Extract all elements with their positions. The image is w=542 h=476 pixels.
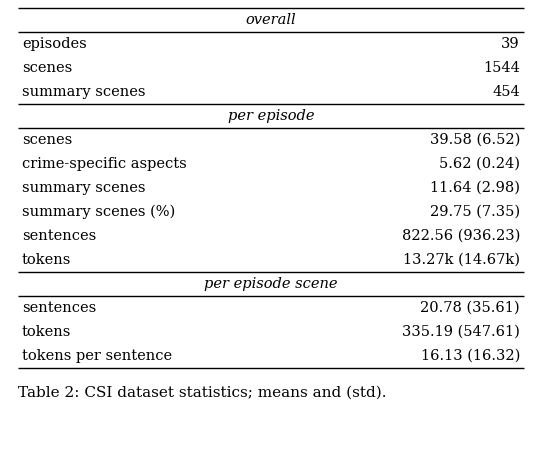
Text: crime-specific aspects: crime-specific aspects bbox=[22, 157, 187, 171]
Text: tokens: tokens bbox=[22, 253, 72, 267]
Text: 16.13 (16.32): 16.13 (16.32) bbox=[421, 349, 520, 363]
Text: 39.58 (6.52): 39.58 (6.52) bbox=[430, 133, 520, 147]
Text: 335.19 (547.61): 335.19 (547.61) bbox=[402, 325, 520, 339]
Text: 11.64 (2.98): 11.64 (2.98) bbox=[430, 181, 520, 195]
Text: 5.62 (0.24): 5.62 (0.24) bbox=[439, 157, 520, 171]
Text: sentences: sentences bbox=[22, 301, 96, 315]
Text: summary scenes (%): summary scenes (%) bbox=[22, 205, 175, 219]
Text: 39: 39 bbox=[501, 37, 520, 51]
Text: 454: 454 bbox=[492, 85, 520, 99]
Text: 822.56 (936.23): 822.56 (936.23) bbox=[402, 229, 520, 243]
Text: scenes: scenes bbox=[22, 61, 72, 75]
Text: 29.75 (7.35): 29.75 (7.35) bbox=[430, 205, 520, 219]
Text: Table 2: CSI dataset statistics; means and (std).: Table 2: CSI dataset statistics; means a… bbox=[18, 386, 386, 400]
Text: overall: overall bbox=[246, 13, 296, 27]
Text: 13.27k (14.67k): 13.27k (14.67k) bbox=[403, 253, 520, 267]
Text: summary scenes: summary scenes bbox=[22, 85, 145, 99]
Text: episodes: episodes bbox=[22, 37, 87, 51]
Text: sentences: sentences bbox=[22, 229, 96, 243]
Text: 1544: 1544 bbox=[483, 61, 520, 75]
Text: per episode scene: per episode scene bbox=[204, 277, 338, 291]
Text: tokens: tokens bbox=[22, 325, 72, 339]
Text: summary scenes: summary scenes bbox=[22, 181, 145, 195]
Text: 20.78 (35.61): 20.78 (35.61) bbox=[421, 301, 520, 315]
Text: per episode: per episode bbox=[228, 109, 314, 123]
Text: scenes: scenes bbox=[22, 133, 72, 147]
Text: tokens per sentence: tokens per sentence bbox=[22, 349, 172, 363]
